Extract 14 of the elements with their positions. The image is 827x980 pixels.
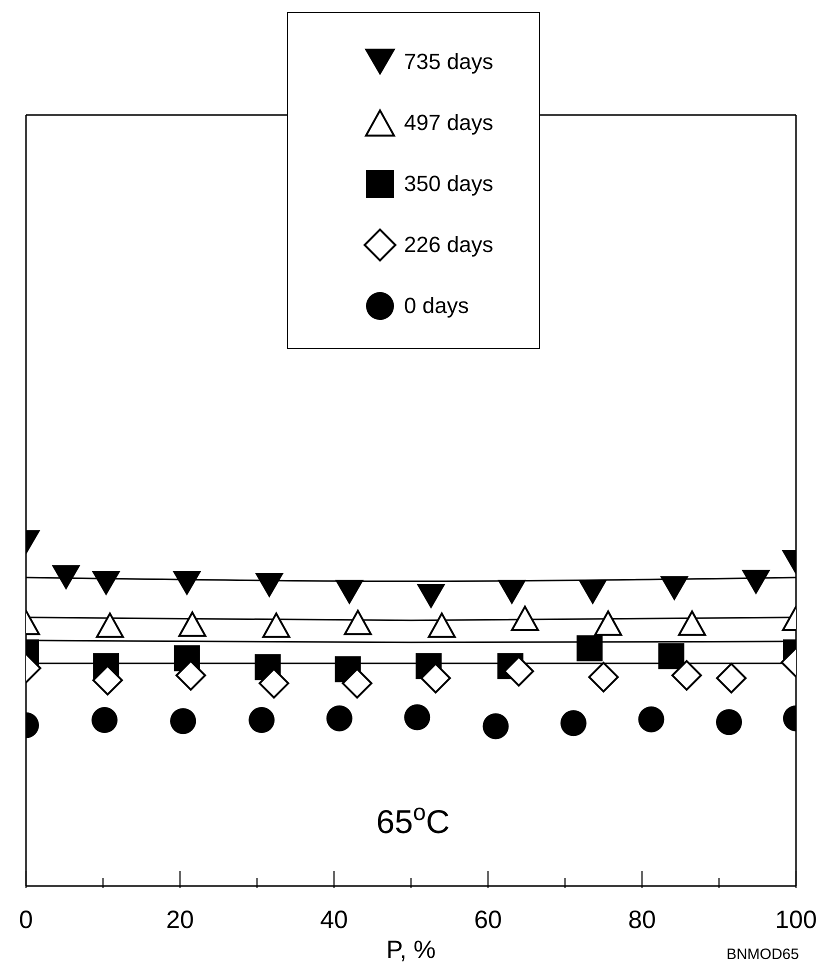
x-tick-label: 80	[628, 906, 656, 934]
x-tick-label: 60	[474, 906, 502, 934]
x-tick-label: 20	[166, 906, 194, 934]
annotation: 65$^{o}$C	[376, 799, 450, 840]
x-tick-label: 0	[19, 906, 33, 934]
x-axis-title: P, %	[386, 936, 436, 964]
legend-label: 226 days	[404, 232, 494, 258]
legend-label: 735 days	[404, 48, 494, 74]
x-tick-label: 100	[775, 906, 817, 934]
legend-label: 497 days	[404, 110, 494, 136]
legend-label: 0 days	[404, 292, 469, 318]
legend-label: 350 days	[404, 170, 494, 196]
text: BNMOD65	[726, 946, 799, 963]
x-tick-label: 40	[320, 906, 348, 934]
